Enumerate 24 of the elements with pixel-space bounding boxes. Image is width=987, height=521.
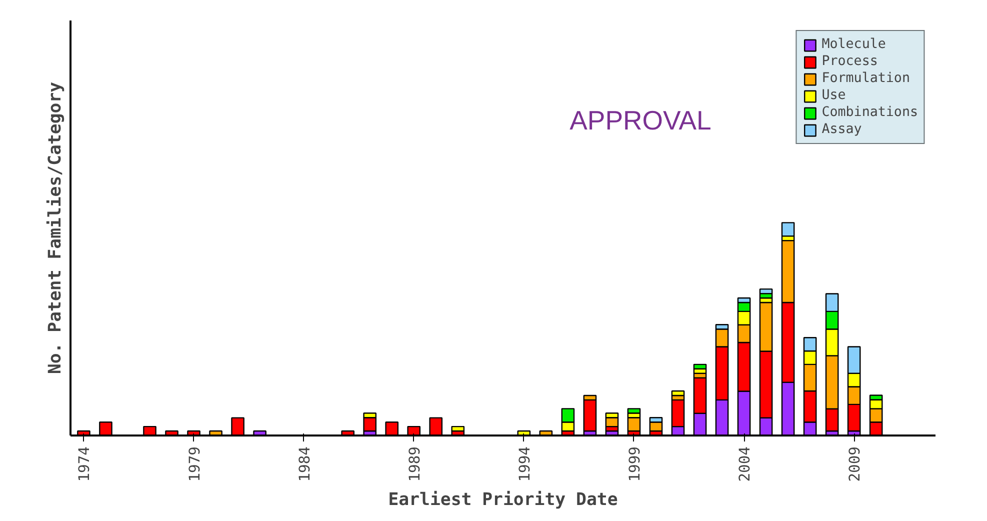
x-tick-label: 1994 [516, 446, 534, 482]
x-tick-label: 2009 [846, 446, 864, 482]
legend-label: Combinations [822, 105, 918, 120]
bar [583, 399, 597, 432]
legend-label: Assay [822, 122, 862, 137]
bar [781, 222, 795, 237]
x-tick-label: 2004 [736, 446, 754, 482]
legend-label: Molecule [822, 37, 886, 52]
x-tick-label: 1989 [406, 446, 424, 482]
legend-label: Process [822, 54, 878, 69]
x-axis-title: Earliest Priority Date [388, 490, 618, 510]
text: APPROVAL [570, 106, 712, 136]
x-tick-label: 1999 [626, 446, 644, 482]
bar [627, 408, 641, 414]
bar [627, 417, 641, 432]
bar [451, 426, 465, 432]
legend-label: Use [822, 88, 846, 103]
bar [759, 288, 773, 294]
y-axis-title: No. Patent Families/Category [46, 82, 66, 374]
x-tick-label: 1979 [186, 446, 204, 482]
x-tick-label: 1984 [296, 446, 314, 482]
x-tick-label: 1974 [76, 446, 94, 482]
bar [671, 390, 685, 396]
legend-label: Formulation [822, 71, 910, 86]
